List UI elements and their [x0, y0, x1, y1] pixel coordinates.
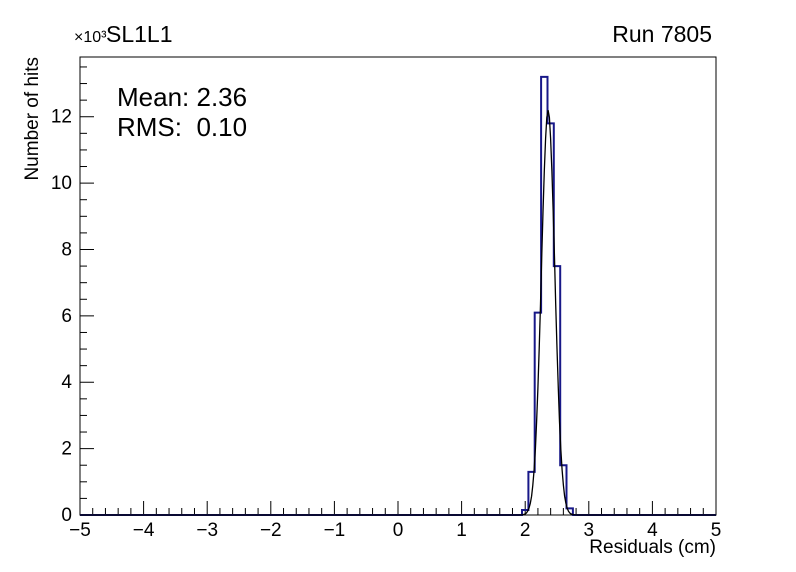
x-tick-label: 5: [711, 520, 722, 541]
y-tick-label: 0: [61, 505, 72, 526]
x-tick-label: 1: [456, 520, 467, 541]
y-tick-label: 8: [61, 239, 72, 260]
histogram-line: [80, 75, 716, 516]
x-tick-label: 4: [647, 520, 658, 541]
x-tick-label: 0: [393, 520, 404, 541]
y-axis-title: Number of hits: [22, 57, 43, 181]
x-tick-label: −3: [196, 520, 218, 541]
x-tick-label: 2: [520, 520, 531, 541]
plot-title: SL1L1: [106, 21, 173, 47]
x-tick-label: −2: [260, 520, 282, 541]
y-tick-label: 2: [61, 439, 72, 460]
y-tick-label: 12: [51, 107, 72, 128]
x-tick-label: 3: [584, 520, 595, 541]
y-tick-label: 4: [61, 372, 72, 393]
x-tick-label: −5: [69, 520, 91, 541]
stat-mean: Mean: 2.36: [117, 82, 248, 112]
x-tick-label: −4: [133, 520, 155, 541]
y-tick-label: 6: [61, 306, 72, 327]
stat-rms: RMS: 0.10: [117, 112, 248, 142]
run-label: Run 7805: [612, 21, 712, 47]
x-axis-title: Residuals (cm): [589, 537, 716, 558]
x-tick-label: −1: [324, 520, 346, 541]
y-axis-multiplier: ×10³: [74, 29, 107, 46]
y-tick-label: 10: [51, 173, 72, 194]
fit-curve: [80, 109, 716, 516]
